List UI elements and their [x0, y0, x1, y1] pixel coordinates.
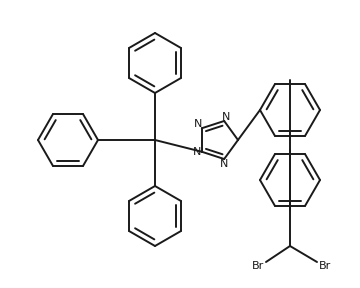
Text: Br: Br — [252, 261, 264, 271]
Text: N: N — [222, 112, 230, 122]
Text: N: N — [193, 147, 201, 157]
Text: N: N — [220, 159, 228, 169]
Text: Br: Br — [319, 261, 331, 271]
Text: N: N — [194, 119, 202, 129]
